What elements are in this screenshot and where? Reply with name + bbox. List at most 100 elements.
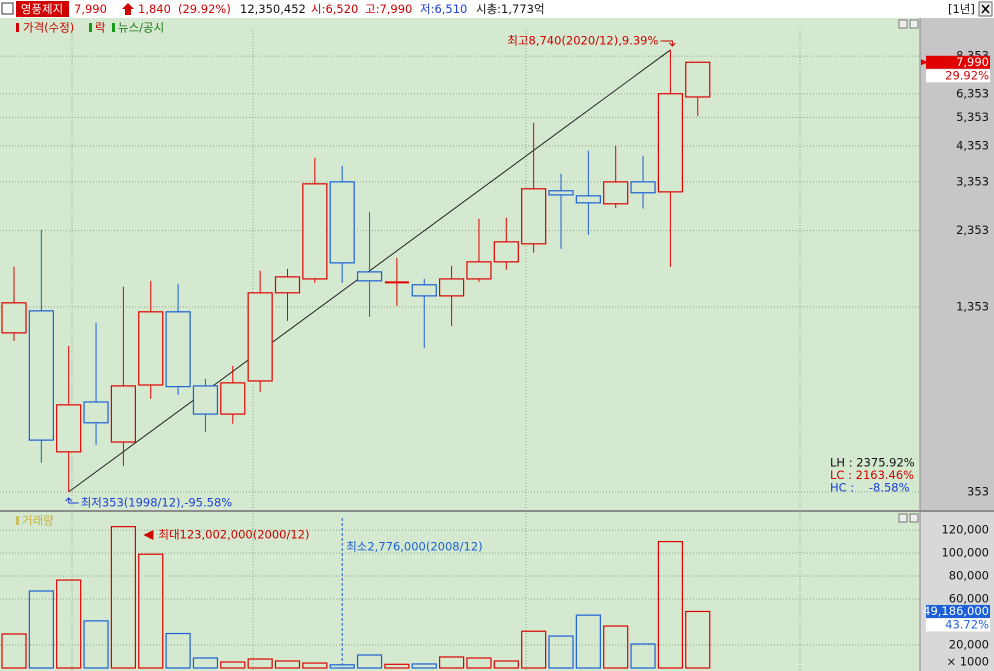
- volume-bar: [110, 526, 137, 669]
- candle-body: [685, 61, 711, 98]
- y-tick-label: 6,353: [956, 86, 989, 100]
- volume-bar: [56, 579, 82, 669]
- open: 시:6,520: [311, 2, 358, 16]
- volume-bar: [356, 654, 383, 669]
- candle-body: [192, 385, 219, 415]
- panel-button[interactable]: [909, 19, 919, 29]
- y-tick-label: 353: [967, 484, 989, 498]
- close-icon: [981, 4, 990, 14]
- volume-bar: [384, 663, 410, 669]
- panel-button[interactable]: [909, 513, 919, 523]
- volume-bar: [685, 610, 711, 669]
- volume-bar: [493, 660, 519, 669]
- last-change-box: [926, 69, 990, 83]
- low-note: 최저353(1998/12),-95.58%: [81, 496, 233, 510]
- last-volume-change: 43.72%: [945, 617, 989, 631]
- panel-button[interactable]: [898, 513, 908, 523]
- volume-bar: [138, 553, 164, 669]
- market-cap: 시총:1,773억: [476, 2, 545, 16]
- period-button[interactable]: [1년]: [948, 2, 975, 16]
- candle-body: [657, 93, 684, 193]
- y-tick-label: 5,353: [956, 110, 989, 124]
- last-volume: 49,186,000: [923, 604, 989, 618]
- min-note: 최소2,776,000(2008/12): [346, 540, 482, 554]
- volume-bar: [657, 540, 684, 669]
- candle-body: [439, 278, 465, 297]
- candle-body: [493, 241, 519, 263]
- candle-body: [521, 188, 547, 245]
- candle-body: [220, 382, 246, 415]
- y-tick-label: 4,353: [956, 138, 989, 152]
- volume-bar: [1, 633, 27, 669]
- header-bar: [0, 0, 994, 18]
- candle-body: [110, 385, 137, 443]
- low-note-arrow: [65, 497, 79, 504]
- vertical-grid: [71, 30, 801, 671]
- last-price: 7,990: [956, 55, 989, 69]
- last-price-box: [926, 55, 990, 69]
- candle-body: [302, 183, 328, 280]
- last-volume-change-box: [926, 618, 990, 632]
- last-volume-box: [926, 604, 990, 618]
- candle-body: [575, 195, 601, 204]
- y-tick-label: 1,353: [956, 299, 989, 313]
- volume-title: 거래량: [22, 514, 54, 528]
- change: 1,840: [138, 2, 171, 16]
- volume-bar: [411, 663, 437, 669]
- volume: 12,350,452: [240, 2, 306, 16]
- panel-button[interactable]: [898, 19, 908, 29]
- candle-body: [247, 292, 273, 382]
- low: 저:6,510: [420, 2, 467, 16]
- volume-axis-panel: [920, 512, 994, 671]
- candle-body: [165, 311, 191, 388]
- change-pct: (29.92%): [178, 2, 231, 16]
- y-tick-label: 120,000: [941, 523, 989, 537]
- legend-marker: [89, 23, 92, 32]
- volume-bar: [466, 657, 492, 669]
- legend-price: 가격(수정): [23, 21, 74, 35]
- y-tick-label: 3,353: [956, 174, 989, 188]
- high-note-arrow: [660, 40, 676, 47]
- legend-marker: [112, 23, 115, 32]
- volume-bar: [247, 658, 273, 669]
- stat-label: LH : 2375.92%: [830, 456, 915, 470]
- legend-marker: [16, 516, 19, 525]
- volume-bar: [165, 632, 191, 669]
- volume-panel: [0, 512, 920, 671]
- price: 7,990: [74, 2, 107, 16]
- name-box: [16, 1, 69, 17]
- volume-bar: [220, 661, 246, 669]
- candle-body: [466, 261, 492, 280]
- candle-body: [548, 190, 574, 196]
- volume-bar: [439, 656, 465, 669]
- max-note: 최대123,002,000(2000/12): [158, 528, 309, 542]
- checkbox[interactable]: [1, 2, 14, 15]
- panel-buttons: [898, 19, 919, 523]
- volume-bar: [575, 614, 601, 669]
- volume-bar: [274, 660, 301, 669]
- candle-body: [603, 181, 629, 205]
- y-tick-label: 2,353: [956, 223, 989, 237]
- y-tick-label: 60,000: [949, 592, 989, 606]
- price-panel: [0, 18, 920, 510]
- volume-bar: [192, 657, 219, 669]
- volume-bar: [603, 625, 629, 669]
- high: 고:7,990: [365, 2, 412, 16]
- unit-label: × 1000: [946, 655, 989, 669]
- y-tick-label: 80,000: [949, 569, 989, 583]
- max-note-arrow: [143, 530, 154, 540]
- candle-body: [83, 401, 109, 424]
- candle-body: [356, 271, 383, 282]
- candle-body: [630, 181, 656, 194]
- candle-body: [138, 311, 164, 386]
- y-tick-label: 20,000: [949, 638, 989, 652]
- candle-body: [329, 181, 355, 264]
- candle-body: [411, 284, 437, 297]
- stat-label: LC : 2163.46%: [830, 468, 914, 482]
- volume-bar: [630, 643, 656, 669]
- stock-name: 영풍제지: [21, 2, 63, 16]
- legend-news: 뉴스/공시: [118, 21, 164, 35]
- high-note: 최고8,740(2020/12),9.39%: [507, 34, 658, 48]
- candle-body: [274, 276, 301, 294]
